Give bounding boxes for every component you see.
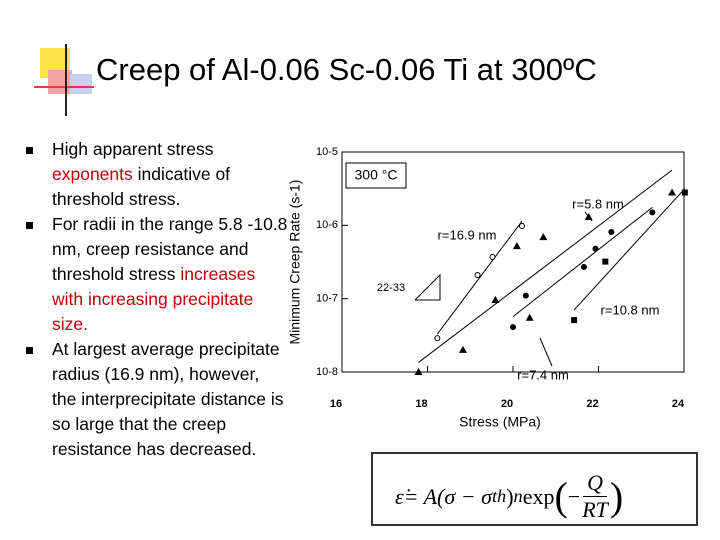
point	[522, 292, 529, 299]
bullet-marker	[26, 222, 33, 229]
eq-den: RT	[582, 497, 608, 522]
slide-title: Creep of Al-0.06 Sc-0.06 Ti at 300ºC	[96, 52, 597, 87]
point	[512, 242, 521, 250]
y-tick-label: 10-7	[316, 293, 338, 305]
eq-body: = A(σ − σ	[403, 483, 492, 509]
fit-line	[512, 206, 653, 318]
point	[649, 209, 656, 216]
bullet-marker	[26, 347, 33, 354]
y-axis-label: Minimum Creep Rate (s-1)	[287, 180, 303, 345]
x-tick-label: 16	[330, 398, 342, 410]
bullet-text: At largest average precipitate radius (1…	[52, 339, 284, 459]
x-tick-label: 22	[586, 398, 598, 410]
eq-num: Q	[583, 470, 607, 497]
point	[491, 295, 500, 303]
point	[602, 258, 609, 265]
bullet-text: increases with increasing precipitate si…	[52, 264, 256, 334]
point	[510, 324, 516, 331]
eq-minus: −	[567, 483, 581, 509]
x-tick-label: 18	[415, 398, 427, 410]
bullet-text: exponents	[52, 164, 133, 184]
deco-line-v	[65, 44, 67, 116]
bullet: For radii in the range 5.8 -10.8 nm, cre…	[26, 212, 288, 337]
point	[414, 368, 423, 375]
equation-box: ε̇ = A(σ − σ th ) n exp ( − Q RT )	[371, 452, 698, 526]
annotation: 300 °C	[355, 167, 398, 183]
annotation: r=7.4 nm	[517, 367, 569, 382]
point	[525, 313, 534, 321]
eq-lhs: ε̇	[395, 483, 404, 509]
x-axis-label: Stress (MPa)	[459, 414, 541, 430]
fit-line	[418, 169, 673, 363]
pointer	[584, 211, 593, 222]
point	[539, 233, 548, 241]
bullet-marker	[26, 147, 33, 154]
point	[474, 272, 481, 279]
annotation: r=16.9 nm	[438, 227, 497, 242]
eq-exp: exp	[522, 483, 555, 509]
x-tick-label: 20	[501, 398, 513, 410]
eq-paren: (	[554, 473, 568, 519]
y-tick-label: 10-8	[316, 366, 338, 378]
pointer	[539, 337, 553, 367]
point	[580, 264, 587, 271]
equation: ε̇ = A(σ − σ th ) n exp ( − Q RT )	[395, 470, 623, 523]
bullet-text: High apparent stress	[52, 139, 214, 159]
annotation: 22-33	[377, 282, 405, 294]
point	[489, 253, 496, 260]
fit-line	[436, 220, 523, 335]
deco-line-h	[34, 86, 94, 88]
plot-frame	[341, 151, 685, 373]
bullet: At largest average precipitate radius (1…	[26, 337, 288, 462]
deco-blue	[70, 74, 92, 94]
point	[518, 222, 525, 229]
slope-triangle	[414, 273, 441, 301]
fit-line	[573, 188, 686, 311]
point	[592, 245, 599, 252]
y-tick-label: 10-5	[316, 146, 338, 158]
eq-close: )	[506, 483, 514, 509]
bullet-text: For radii in the range 5.8 -10.8 nm, cre…	[52, 214, 288, 284]
annotation: r=5.8 nm	[572, 196, 624, 211]
point	[608, 229, 615, 236]
annotation: r=10.8 nm	[601, 302, 660, 317]
point	[681, 189, 688, 196]
bullet-list: High apparent stress exponents indicativ…	[26, 137, 288, 462]
eq-sub: th	[491, 486, 507, 506]
y-tick-label: 10-6	[316, 219, 338, 231]
deco-pink	[48, 70, 72, 94]
point	[668, 188, 677, 196]
bullet: High apparent stress exponents indicativ…	[26, 137, 288, 212]
bullet-text: indicative of threshold stress.	[52, 164, 231, 209]
eq-paren: )	[609, 473, 624, 519]
point	[434, 335, 441, 342]
eq-sup: n	[513, 486, 523, 506]
point	[458, 345, 467, 353]
point	[571, 317, 578, 324]
x-tick-label: 24	[672, 398, 685, 410]
eq-frac: Q RT	[582, 470, 608, 523]
temp-box	[345, 162, 407, 189]
